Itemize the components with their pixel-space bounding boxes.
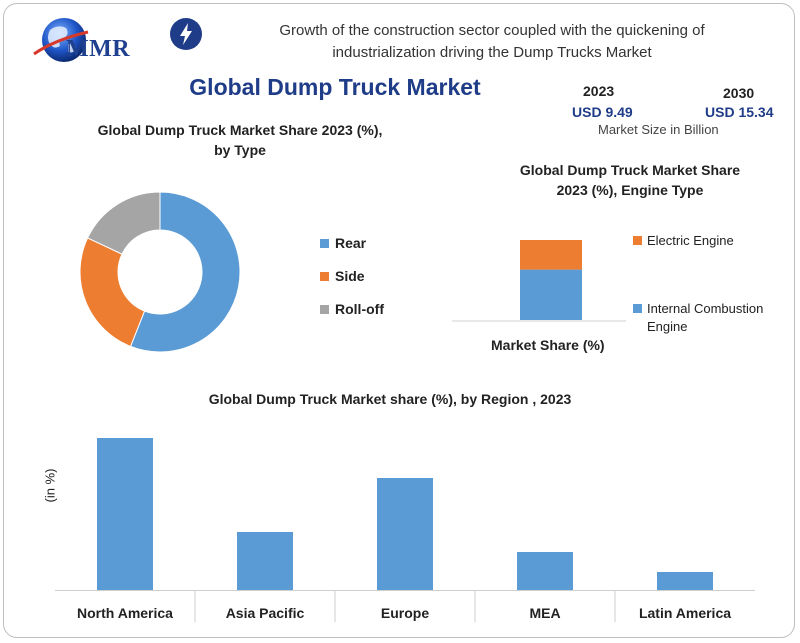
globe-icon	[33, 18, 89, 62]
donut-slice-side	[79, 237, 146, 348]
mmr-logo	[28, 14, 148, 70]
logo-text: MMR	[66, 36, 131, 62]
legend-swatch-electric	[633, 236, 642, 245]
legend-label-internal-combustion: Internal Combustion Engine	[647, 300, 763, 336]
legend-label-ice-line-2: Engine	[647, 319, 688, 334]
engine-x-axis-label: Market Share (%)	[491, 337, 605, 353]
donut-chart-title: Global Dump Truck Market Share 2023 (%),…	[60, 120, 420, 160]
headline-line-2: industrialization driving the Dump Truck…	[332, 44, 652, 61]
region-bar-north-america	[97, 438, 153, 590]
legend-label-rear: Rear	[335, 235, 367, 251]
market-size-value-end: USD 15.34	[705, 104, 774, 120]
region-bar-asia-pacific	[237, 532, 293, 590]
infographic-frame	[3, 3, 795, 638]
engine-stacked-bar-chart	[452, 240, 626, 322]
market-size-year-start: 2023	[583, 83, 615, 99]
legend-label-ice-line-1: Internal Combustion	[647, 301, 764, 316]
headline: Growth of the construction sector couple…	[232, 20, 752, 64]
region-bar-europe	[377, 478, 433, 590]
engine-bar-segment-internal-combustion-engine	[520, 269, 582, 320]
region-tick-label-europe: Europe	[381, 605, 429, 621]
market-size-unit: Market Size in Billion	[598, 122, 719, 137]
legend-swatch-side	[320, 271, 329, 281]
engine-chart-title: Global Dump Truck Market Share 2023 (%),…	[495, 160, 765, 200]
region-bar-chart: North America Asia Pacific Europe MEA Latin …	[55, 438, 755, 622]
page-title: Global Dump Truck Market	[189, 74, 481, 100]
engine-title-line-1: Global Dump Truck Market Share	[519, 162, 741, 178]
legend-swatch-rear	[320, 238, 329, 248]
region-tick-label-latin-america: Latin America	[639, 605, 731, 621]
legend-swatch-roll-off	[320, 304, 329, 314]
region-bar-latin-america	[657, 572, 713, 590]
legend-internal-combustion: Internal Combustion Engine	[633, 300, 763, 336]
engine-bar-segment-electric-engine	[520, 240, 582, 270]
donut-slice-rear	[129, 191, 241, 353]
donut-title-line-2: by Type	[214, 142, 266, 158]
donut-chart	[79, 191, 241, 353]
donut-slice-roll-off	[86, 191, 161, 255]
legend-item-roll-off: Roll-off	[320, 301, 384, 317]
region-tick-label-north-america: North America	[77, 605, 173, 621]
legend-label-electric: Electric Engine	[647, 233, 734, 248]
market-size-year-end: 2030	[723, 85, 755, 101]
region-bar-mea	[517, 552, 573, 590]
engine-title-line-2: 2023 (%), Engine Type	[556, 182, 704, 198]
region-tick-label-mea: MEA	[529, 605, 560, 621]
lightning-bolt-icon	[170, 18, 202, 50]
legend-label-side: Side	[335, 268, 365, 284]
region-chart-title: Global Dump Truck Market share (%), by R…	[208, 391, 572, 407]
legend-label-roll-off: Roll-off	[335, 301, 384, 317]
legend-electric-engine: Electric Engine	[633, 232, 734, 250]
donut-title-line-1: Global Dump Truck Market Share 2023 (%),	[97, 122, 383, 138]
legend-item-side: Side	[320, 268, 365, 284]
region-tick-label-asia-pacific: Asia Pacific	[226, 605, 305, 621]
market-size-value-start: USD 9.49	[572, 104, 633, 120]
headline-line-1: Growth of the construction sector couple…	[279, 22, 705, 39]
legend-swatch-internal-combustion	[633, 304, 642, 313]
legend-item-rear: Rear	[320, 235, 366, 251]
